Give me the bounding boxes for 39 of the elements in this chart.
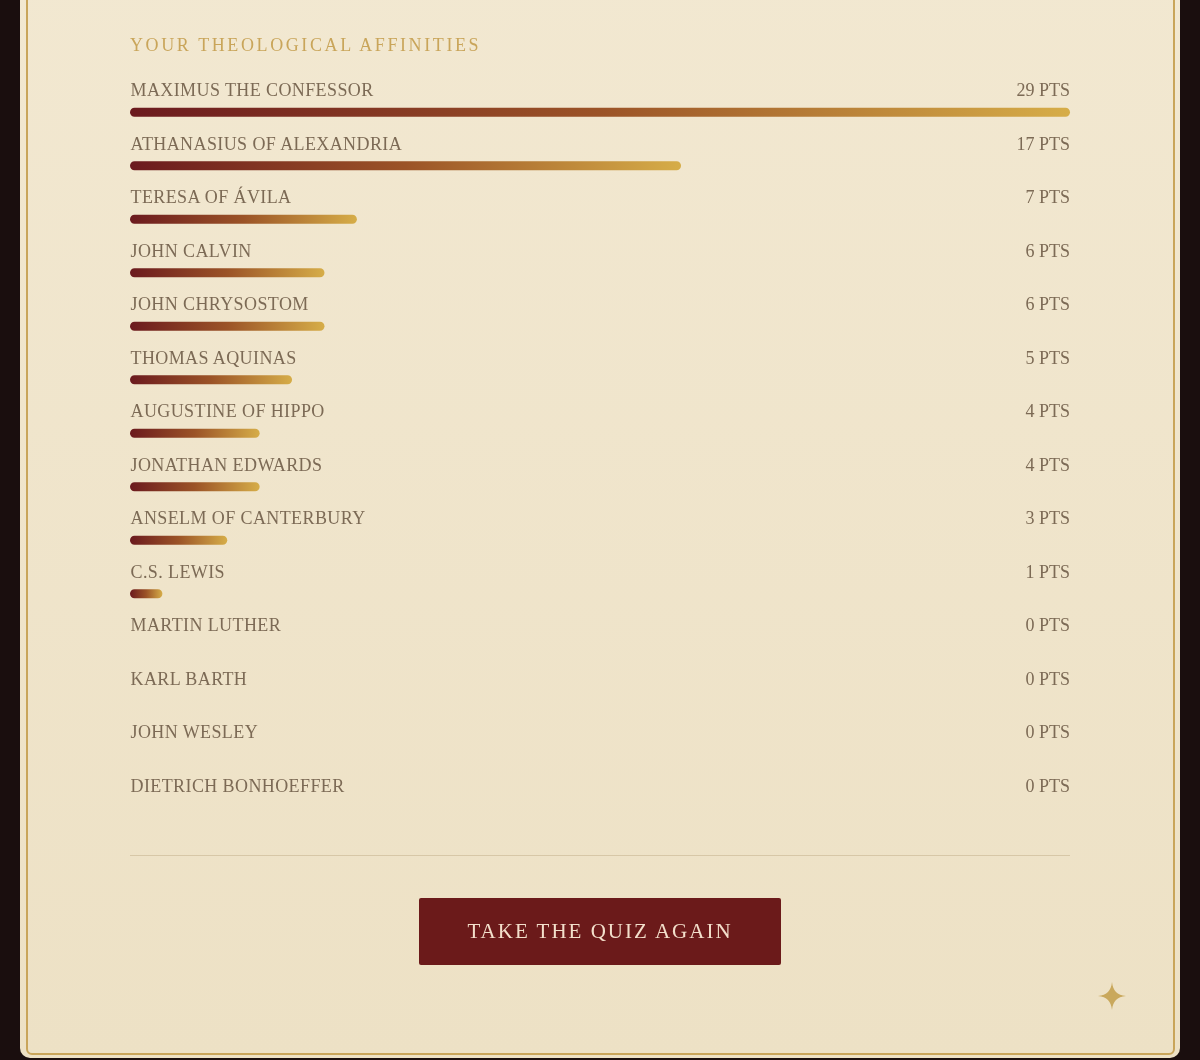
data-label: 4 PTS <box>1025 401 1070 422</box>
data-label: 4 PTS <box>1025 454 1070 475</box>
y-tick-label: MAXIMUS THE CONFESSOR <box>130 80 374 101</box>
data-label: 3 PTS <box>1025 508 1070 529</box>
bar <box>130 428 260 438</box>
bar <box>130 161 682 171</box>
data-label: 1 PTS <box>1025 561 1070 582</box>
data-label: 0 PTS <box>1025 722 1070 743</box>
bar <box>130 321 325 331</box>
y-tick-label: C.S. LEWIS <box>130 561 226 582</box>
y-tick-label: THOMAS AQUINAS <box>130 347 297 368</box>
y-tick-label: JOHN WESLEY <box>130 722 259 743</box>
data-label: 29 PTS <box>1016 80 1070 101</box>
data-label: 6 PTS <box>1025 294 1070 315</box>
bar <box>130 268 325 278</box>
data-label: 5 PTS <box>1025 347 1070 368</box>
y-tick-label: KARL BARTH <box>130 668 248 689</box>
data-label: 17 PTS <box>1016 133 1070 154</box>
bar <box>130 482 260 492</box>
chart-title: YOUR THEOLOGICAL AFFINITIES <box>130 35 482 55</box>
y-tick-label: MARTIN LUTHER <box>130 615 282 636</box>
bar <box>130 107 1070 117</box>
data-label: 0 PTS <box>1025 775 1070 796</box>
y-tick-label: ANSELM OF CANTERBURY <box>130 508 366 529</box>
y-tick-label: ATHANASIUS OF ALEXANDRIA <box>130 133 403 154</box>
button[interactable]: TAKE THE QUIZ AGAIN <box>419 898 781 965</box>
data-label: 0 PTS <box>1025 668 1070 689</box>
data-label: 6 PTS <box>1025 240 1070 261</box>
y-tick-label: JOHN CHRYSOSTOM <box>130 294 309 315</box>
data-label: 0 PTS <box>1025 615 1070 636</box>
data-label: 7 PTS <box>1025 187 1070 208</box>
y-tick-label: DIETRICH BONHOEFFER <box>130 775 345 796</box>
bar <box>130 214 357 224</box>
bar <box>130 375 293 385</box>
bar <box>130 535 228 545</box>
y-tick-label: JOHN CALVIN <box>130 240 252 261</box>
y-tick-label: JONATHAN EDWARDS <box>130 454 323 475</box>
y-tick-label: TERESA OF ÁVILA <box>130 186 292 208</box>
y-tick-label: AUGUSTINE OF HIPPO <box>130 401 325 422</box>
